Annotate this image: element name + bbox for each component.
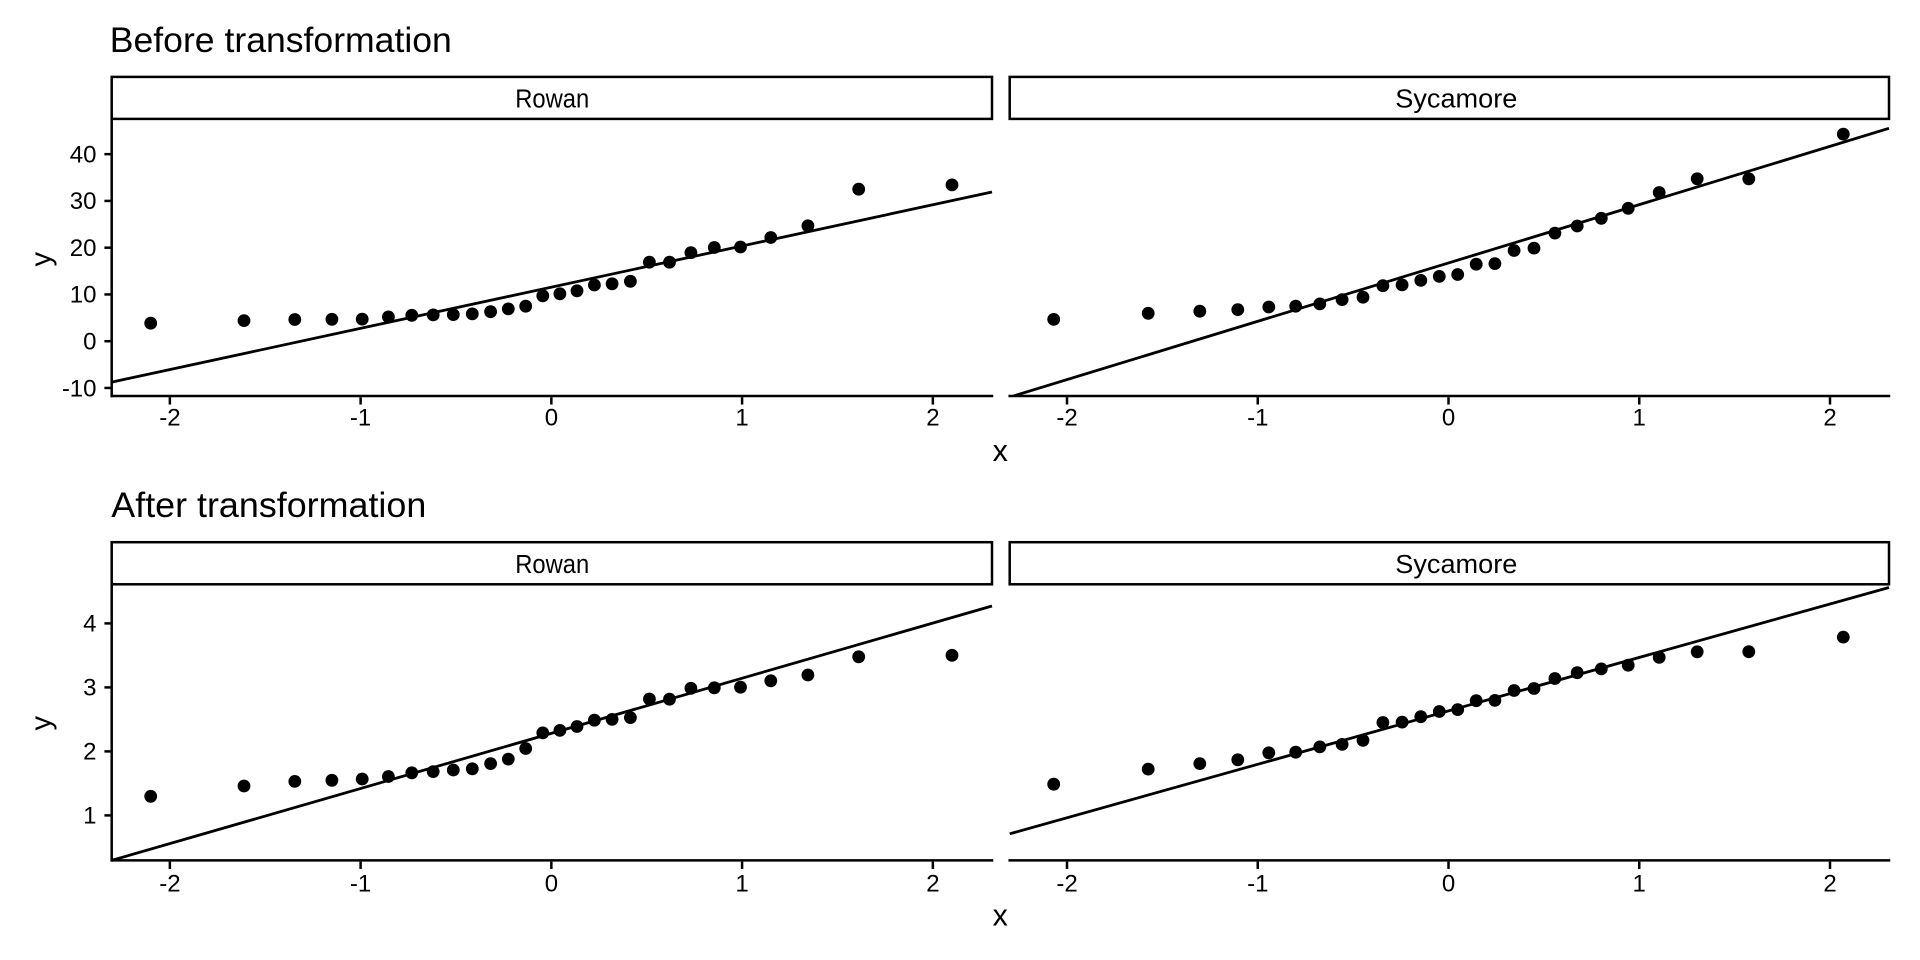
svg-text:After transformation: After transformation <box>111 486 426 525</box>
svg-text:0: 0 <box>83 329 96 356</box>
svg-text:0: 0 <box>1442 405 1455 432</box>
svg-text:2: 2 <box>926 871 939 898</box>
svg-text:-2: -2 <box>159 871 180 898</box>
svg-text:0: 0 <box>545 405 558 432</box>
svg-text:y: y <box>25 252 57 267</box>
svg-text:Rowan: Rowan <box>515 551 589 579</box>
svg-text:x: x <box>993 434 1008 468</box>
svg-text:-2: -2 <box>1056 405 1077 432</box>
svg-text:Sycamore: Sycamore <box>1395 551 1517 579</box>
svg-text:1: 1 <box>1633 405 1646 432</box>
svg-text:-2: -2 <box>1056 871 1077 898</box>
svg-text:Sycamore: Sycamore <box>1395 86 1517 114</box>
svg-text:10: 10 <box>70 282 97 309</box>
svg-text:Before transformation: Before transformation <box>110 21 452 60</box>
svg-text:0: 0 <box>1442 871 1455 898</box>
svg-text:1: 1 <box>735 405 748 432</box>
svg-text:-1: -1 <box>350 871 371 898</box>
svg-text:2: 2 <box>1823 405 1836 432</box>
svg-text:-1: -1 <box>1247 405 1268 432</box>
svg-text:20: 20 <box>70 235 97 262</box>
svg-text:3: 3 <box>83 675 96 702</box>
svg-text:Rowan: Rowan <box>515 86 589 114</box>
svg-text:-1: -1 <box>1247 871 1268 898</box>
svg-text:2: 2 <box>1823 871 1836 898</box>
svg-text:x: x <box>993 899 1008 933</box>
svg-text:2: 2 <box>83 739 96 766</box>
svg-text:0: 0 <box>545 871 558 898</box>
svg-text:2: 2 <box>926 405 939 432</box>
svg-text:30: 30 <box>70 188 97 215</box>
svg-text:1: 1 <box>735 871 748 898</box>
svg-text:-1: -1 <box>350 405 371 432</box>
svg-text:-2: -2 <box>159 405 180 432</box>
svg-text:1: 1 <box>83 803 96 830</box>
svg-text:40: 40 <box>70 142 97 169</box>
svg-text:4: 4 <box>83 611 96 638</box>
svg-text:1: 1 <box>1633 871 1646 898</box>
svg-text:-10: -10 <box>62 375 97 402</box>
svg-text:y: y <box>25 716 57 731</box>
